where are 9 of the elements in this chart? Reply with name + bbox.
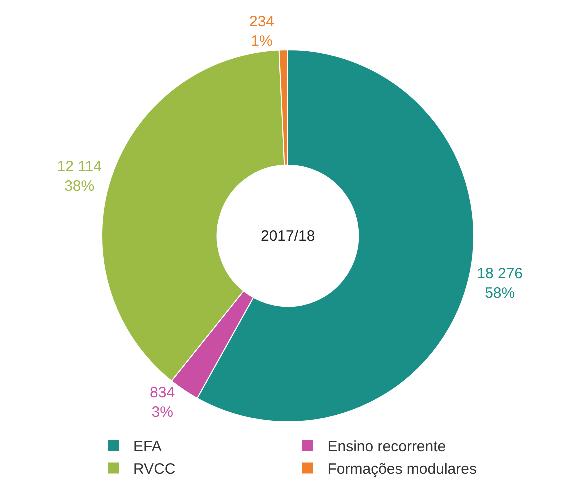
data-label: 12 114 38% <box>57 158 102 196</box>
legend-label: RVCC <box>134 461 176 478</box>
legend-label: Formações modulares <box>328 461 477 478</box>
data-label: 834 3% <box>150 384 176 422</box>
data-label: 18 276 58% <box>477 266 524 302</box>
text: 2017/18 <box>261 228 316 245</box>
legend-label: Ensino recorrente <box>328 438 446 456</box>
legend-label: EFA <box>134 438 162 456</box>
data-label: 234 1% <box>250 14 275 50</box>
